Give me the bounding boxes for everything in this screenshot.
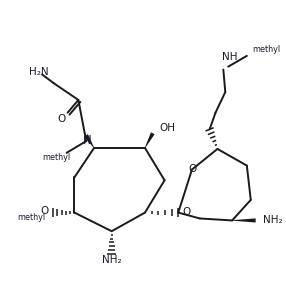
Text: methyl: methyl <box>253 45 281 54</box>
Text: methyl: methyl <box>17 213 45 222</box>
Text: O: O <box>189 164 197 175</box>
Text: NH: NH <box>223 52 238 62</box>
Text: OH: OH <box>160 123 176 133</box>
Text: N: N <box>83 134 92 147</box>
Polygon shape <box>232 218 256 223</box>
Text: O: O <box>41 206 49 216</box>
Text: methyl: methyl <box>42 153 70 162</box>
Text: NH₂: NH₂ <box>102 255 122 265</box>
Text: O: O <box>57 113 66 124</box>
Text: H₂N: H₂N <box>29 67 49 77</box>
Text: O: O <box>182 207 190 217</box>
Text: NH₂: NH₂ <box>263 215 282 226</box>
Polygon shape <box>145 132 155 148</box>
Polygon shape <box>84 134 94 148</box>
